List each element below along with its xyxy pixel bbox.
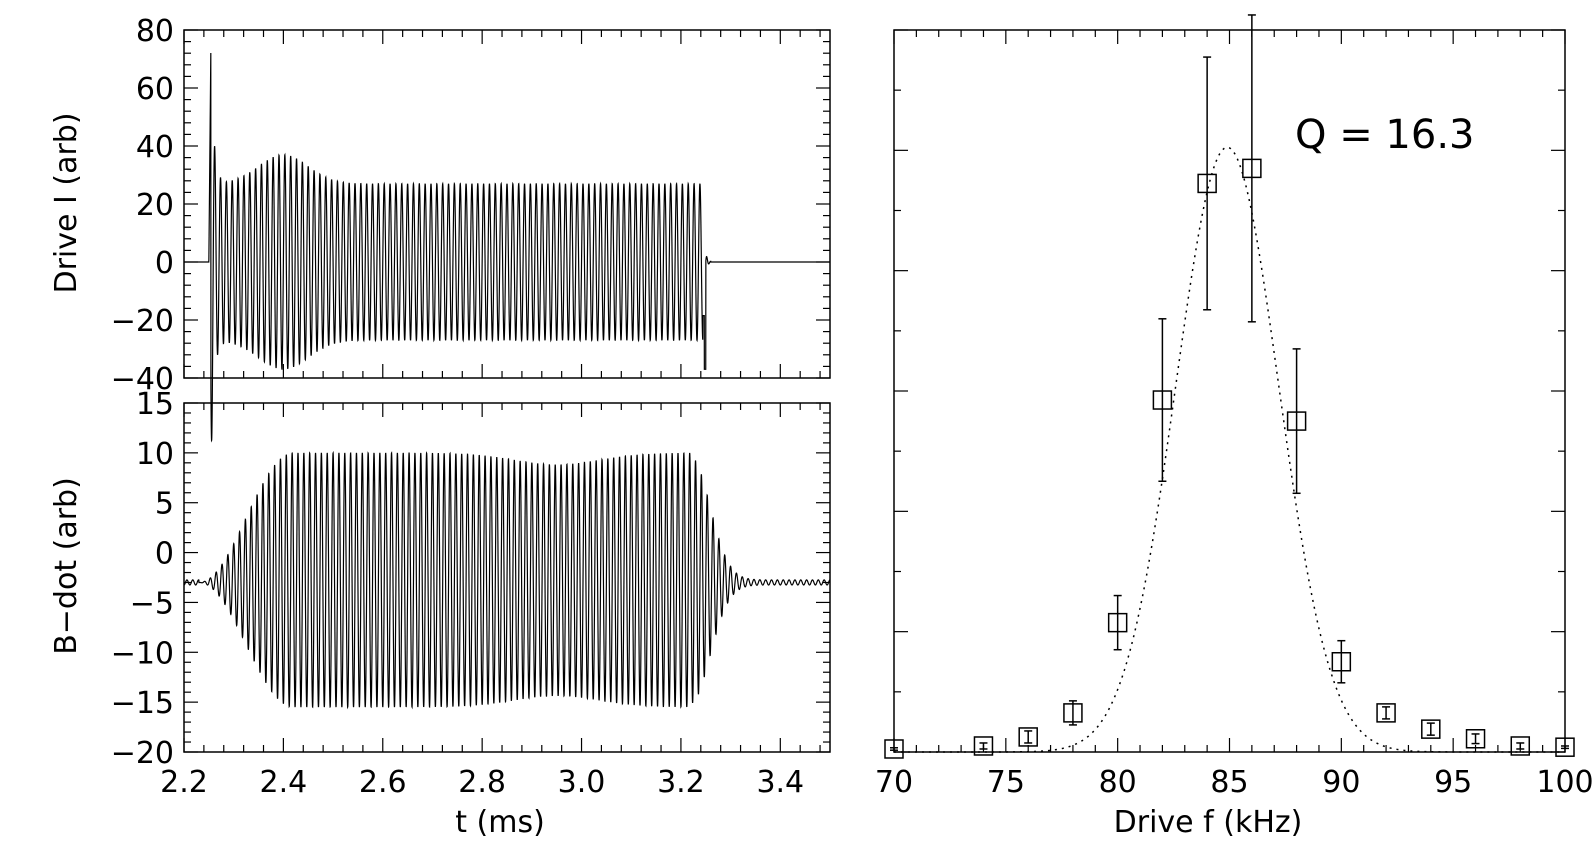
x-tick-label: 75	[987, 765, 1025, 800]
y-tick-label: 80	[136, 14, 174, 49]
y-tick-label: 20	[136, 188, 174, 223]
x-tick-label: 80	[1099, 765, 1137, 800]
fit-curve	[894, 146, 1565, 753]
bdot-panel: 2.2 2.4 2.6 2.8 3.0 3.2 3.4 −20 −15 −10 −5 0 5 10 15	[111, 387, 831, 800]
x-tick-label: 2.4	[260, 765, 308, 800]
data-point	[1018, 727, 1038, 747]
y-tick-label: 15	[136, 387, 174, 422]
y-tick-label: −5	[130, 586, 174, 621]
data-point	[1286, 411, 1307, 431]
data-point	[1465, 729, 1486, 749]
y-tick-label: −10	[111, 636, 174, 671]
x-tick-label: 70	[875, 765, 913, 800]
y-tick-label: 5	[155, 487, 174, 522]
x-tick-label: 2.6	[359, 765, 407, 800]
y-tick-label: −40	[111, 362, 174, 397]
x-tick-label: 3.4	[756, 765, 804, 800]
data-point	[1421, 719, 1441, 739]
data-point	[1152, 390, 1173, 410]
data-point	[884, 739, 904, 759]
x-tick-label: 95	[1434, 765, 1472, 800]
resonance-frame	[893, 29, 1566, 753]
data-point	[1197, 173, 1217, 194]
x-tick-label: 90	[1322, 765, 1360, 800]
x-tick-label: 85	[1210, 765, 1248, 800]
y-tick-label: 10	[136, 437, 174, 472]
data-point	[1510, 736, 1531, 756]
data-point	[1063, 703, 1083, 723]
time-xlabel: t (ms)	[455, 805, 545, 840]
drive-i-frame	[183, 29, 831, 379]
y-tick-label: −20	[111, 304, 174, 339]
drive-i-ylabel: Drive I (arb)	[49, 112, 84, 293]
y-tick-label: −20	[111, 736, 174, 771]
data-point	[1376, 703, 1396, 723]
bdot-frame	[183, 402, 831, 753]
y-tick-label: −15	[111, 686, 174, 721]
x-tick-label: 100	[1536, 765, 1593, 800]
data-point	[973, 736, 994, 756]
data-point	[1555, 737, 1575, 757]
data-point	[1242, 158, 1262, 179]
data-point	[1331, 652, 1352, 672]
y-tick-label: 60	[136, 72, 174, 107]
x-tick-label: 2.2	[160, 765, 208, 800]
bdot-trace	[183, 450, 831, 710]
drive-f-xlabel: Drive f (kHz)	[1114, 805, 1303, 840]
resonance-panel: 70 75 80 85 90 95 100	[875, 14, 1594, 800]
y-tick-label: 0	[155, 246, 174, 281]
drive-current-panel: −40 −20 0 20 40 60 80	[111, 14, 831, 443]
x-tick-label: 3.2	[657, 765, 705, 800]
data-point	[1107, 612, 1128, 633]
x-tick-label: 3.0	[558, 765, 606, 800]
drive-i-trace	[184, 52, 830, 443]
x-tick-label: 2.8	[458, 765, 506, 800]
bdot-ylabel: B−dot (arb)	[49, 477, 84, 655]
q-annotation: Q = 16.3	[1295, 112, 1475, 158]
y-tick-label: 40	[136, 130, 174, 165]
y-tick-label: 0	[155, 537, 174, 572]
